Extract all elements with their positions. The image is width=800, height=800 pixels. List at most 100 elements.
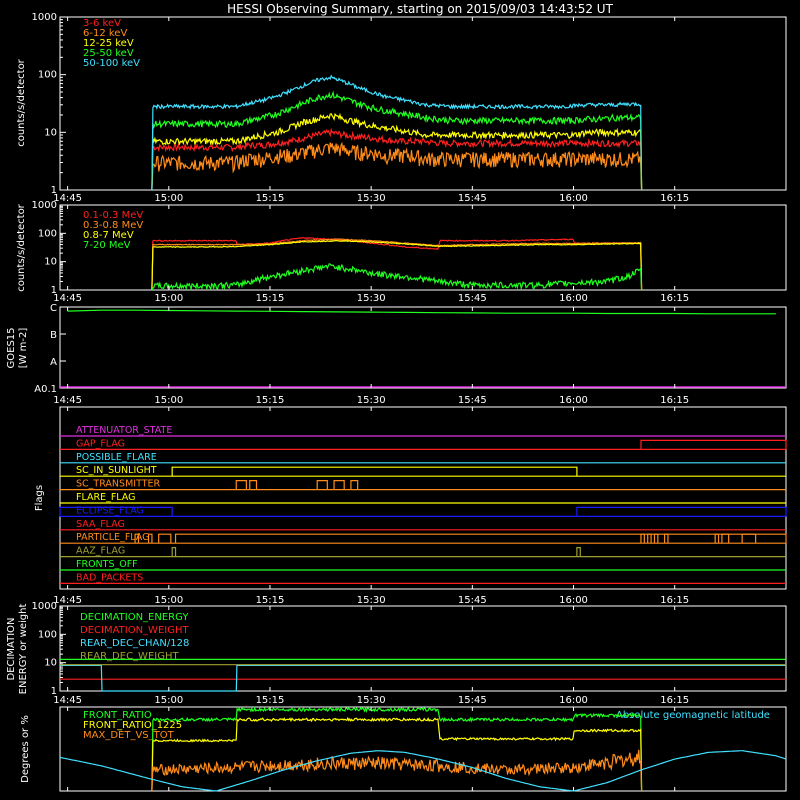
flag-label: SC_IN_SUNLIGHT bbox=[76, 465, 157, 476]
y-tick-label: B bbox=[50, 330, 57, 341]
flag-label: ECLIPSE_FLAG bbox=[76, 505, 144, 516]
panel-goes: GOES15 [W m-2] A0.1 A B C bbox=[6, 303, 787, 395]
y-tick-label: 100 bbox=[38, 629, 57, 640]
y-tick-label: 100 bbox=[38, 70, 57, 81]
panel-goes-ylabel: GOES15 bbox=[6, 327, 17, 368]
flag-on-segment bbox=[640, 533, 645, 544]
time-tick-label: 15:15 bbox=[256, 695, 285, 706]
series-line bbox=[151, 141, 643, 191]
time-tick-label: 16:00 bbox=[559, 193, 588, 204]
flag-on-segment bbox=[134, 533, 140, 544]
panel-high-energy-series bbox=[151, 236, 643, 292]
flag-on-segment bbox=[350, 480, 359, 490]
series-line bbox=[151, 90, 643, 191]
panel-decimation-ylabel2: ENERGY or weight bbox=[18, 604, 29, 695]
time-tick-label: 15:15 bbox=[256, 193, 285, 204]
time-tick-label: 16:15 bbox=[660, 293, 689, 304]
y-tick-label: 100 bbox=[38, 228, 57, 239]
flag-on-segment bbox=[714, 533, 720, 544]
panel-goes-series bbox=[60, 309, 786, 388]
flag-on-segment bbox=[158, 533, 172, 544]
flag-on-segment bbox=[171, 466, 578, 477]
panel-decimation-series bbox=[60, 658, 786, 692]
time-tick-label: 14:45 bbox=[53, 193, 82, 204]
legend-entry: DECIMATION_WEIGHT bbox=[80, 625, 189, 636]
time-tick-label: 15:30 bbox=[357, 595, 386, 606]
time-tick-label: 16:15 bbox=[660, 395, 689, 406]
time-tick-label: 16:00 bbox=[559, 395, 588, 406]
y-tick-label: C bbox=[50, 303, 57, 314]
flag-on-segment bbox=[721, 533, 730, 544]
y-tick-label: 1000 bbox=[32, 12, 57, 23]
panel-ratios-series bbox=[59, 705, 787, 792]
panel-high-energy-frame bbox=[59, 204, 787, 291]
series-line bbox=[151, 112, 643, 191]
legend-entry: 7-20 MeV bbox=[83, 240, 131, 251]
legend-entry: 0.8-7 MeV bbox=[83, 230, 134, 241]
panel-high-energy-yticks: 1 10 100 1000 bbox=[32, 200, 66, 296]
panel-flags-frame bbox=[59, 406, 787, 590]
time-tick-label: 15:15 bbox=[256, 395, 285, 406]
flag-on-segment bbox=[663, 533, 669, 544]
flag-on-segment bbox=[333, 480, 345, 490]
series-line bbox=[151, 705, 643, 792]
panel-low-energy-yticks: 1 10 100 1000 bbox=[32, 12, 66, 196]
panel-decimation-yticks: 1 10 100 1000 bbox=[32, 601, 66, 697]
y-tick-label: 1 bbox=[51, 686, 57, 697]
legend-entry: 0.3-0.8 MeV bbox=[83, 220, 143, 231]
y-tick-label: A0.1 bbox=[34, 384, 57, 395]
flag-label: ATTENUATOR_STATE bbox=[76, 425, 172, 436]
legend-entry: 12-25 keV bbox=[83, 38, 134, 49]
legend-entry: 0.1-0.3 MeV bbox=[83, 210, 143, 221]
y-tick-label: A bbox=[50, 357, 57, 368]
y-tick-label: 10 bbox=[44, 127, 57, 138]
time-tick-label: 15:30 bbox=[357, 695, 386, 706]
time-tick-label: 16:15 bbox=[660, 595, 689, 606]
panel-ratios-frame bbox=[59, 706, 787, 792]
time-tick-label: 16:15 bbox=[660, 193, 689, 204]
y-tick-label: 1000 bbox=[32, 200, 57, 211]
panel-ratios-ylabel: Degrees or % bbox=[20, 715, 31, 783]
series-line bbox=[151, 127, 643, 191]
flag-on-segment bbox=[576, 506, 787, 517]
flag-label: BAD_PACKETS bbox=[76, 572, 143, 583]
flag-on-segment bbox=[147, 533, 153, 544]
y-tick-label: 10 bbox=[44, 257, 57, 268]
legend-entry: MAX_DET_VS_TOT bbox=[83, 730, 175, 741]
panel-low-energy-ylabel: counts/s/detector bbox=[16, 58, 27, 146]
panel-flags-rows: ATTENUATOR_STATE GAP_FLAG POSSIBLE_FLARE SC… bbox=[59, 425, 787, 585]
time-tick-label: 15:45 bbox=[458, 595, 487, 606]
panel-goes-frame bbox=[59, 306, 787, 389]
flag-on-segment bbox=[647, 533, 652, 544]
legend-entry-right: Absolute geomagnetic latitude bbox=[616, 710, 770, 721]
panel-low-energy-series bbox=[151, 74, 643, 191]
flag-label: PARTICLE_FLAG bbox=[76, 532, 149, 543]
flag-on-segment bbox=[316, 480, 328, 490]
y-tick-label: 1 bbox=[51, 185, 57, 196]
flag-label: POSSIBLE_FLARE bbox=[76, 452, 157, 463]
y-tick-label: 1000 bbox=[32, 601, 57, 612]
panel-ratios-legend: FRONT_RATIOFRONT_RATIO_1225MAX_DET_VS_TO… bbox=[83, 710, 770, 741]
legend-entry: REAR_DEC_CHAN/128 bbox=[80, 638, 189, 649]
flag-label: FLARE_FLAG bbox=[76, 492, 136, 503]
panel-flags: Flags ATTENUATOR_STATE GAP_FLAG POSSIBLE_F… bbox=[34, 406, 787, 590]
flag-on-segment bbox=[59, 506, 173, 517]
flag-label: GAP_FLAG bbox=[76, 438, 125, 449]
time-tick-label: 16:15 bbox=[660, 695, 689, 706]
chart-title: HESSI Observing Summary, starting on 201… bbox=[227, 2, 613, 16]
time-tick-label: 14:45 bbox=[53, 695, 82, 706]
time-tick-label: 15:00 bbox=[154, 595, 183, 606]
panel-flags-ylabel: Flags bbox=[34, 485, 45, 511]
time-tick-label: 15:45 bbox=[458, 695, 487, 706]
series-line bbox=[151, 263, 643, 292]
panel-decimation: DECIMATION ENERGY or weight 1 10 100 1000 D… bbox=[6, 601, 787, 697]
goes-line bbox=[67, 309, 776, 315]
series-line bbox=[151, 74, 643, 191]
flag-on-segment bbox=[249, 480, 258, 490]
time-tick-label: 15:15 bbox=[256, 595, 285, 606]
flag-on-segment bbox=[235, 480, 247, 490]
time-tick-label: 14:45 bbox=[53, 595, 82, 606]
